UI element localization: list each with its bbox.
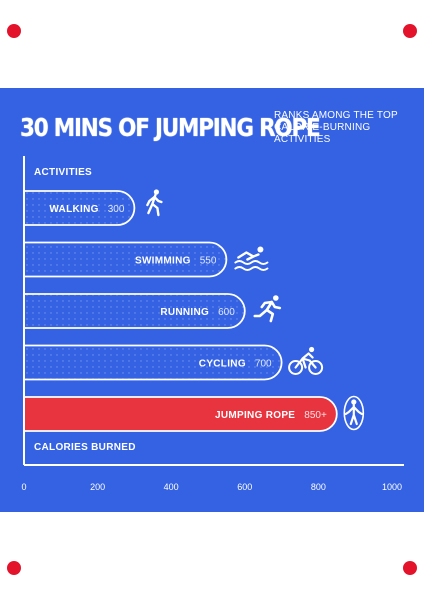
bar-value-label: 700 (255, 359, 272, 370)
x-tick-label: 200 (90, 482, 105, 492)
y-axis-label: ACTIVITIES (34, 167, 93, 178)
corner-dot-bottom-right (403, 561, 417, 575)
corner-dot-bottom-left (7, 561, 21, 575)
bar-chart: 300 WALKING 550 SWIMMING 600 RUNNING 700 CYCLIN… (21, 156, 404, 492)
bar-category-label: WALKING (49, 204, 98, 215)
chart-title: 30 MINS OF JUMPING ROPE (20, 113, 321, 142)
bar-texture-running (24, 294, 245, 328)
subtitle-line: CALORIE-BURNING (274, 122, 371, 133)
x-axis-label: CALORIES BURNED (34, 442, 136, 453)
subtitle-line: ACTIVITIES (274, 134, 331, 145)
x-tick-label: 0 (21, 482, 26, 492)
bar-texture-swimming (24, 242, 227, 277)
walking-icon (146, 189, 163, 217)
corner-dot-top-left (7, 24, 21, 38)
bar-value-label: 600 (218, 307, 235, 318)
cycling-icon (288, 346, 324, 375)
bar-category-label: RUNNING (160, 307, 209, 318)
x-tick-label: 1000 (382, 482, 402, 492)
subtitle-line: RANKS AMONG THE TOP (274, 110, 398, 121)
chart-subtitle: RANKS AMONG THE TOP CALORIE-BURNING ACTI… (274, 110, 424, 146)
infographic-panel: 30 MINS OF JUMPING ROPE RANKS AMONG THE … (0, 88, 424, 512)
x-tick-label: 400 (164, 482, 179, 492)
bar-value-label: 300 (108, 204, 125, 215)
bar-category-label: JUMPING ROPE (215, 410, 295, 421)
corner-dot-top-right (403, 24, 417, 38)
swimming-icon (234, 246, 269, 271)
bar-category-label: CYCLING (199, 359, 246, 370)
bar-value-label: 550 (200, 256, 217, 267)
x-tick-label: 600 (237, 482, 252, 492)
bar-texture-cycling (24, 345, 282, 380)
bar-texture-walking (24, 191, 135, 225)
x-tick-label: 800 (311, 482, 326, 492)
running-icon (253, 295, 282, 323)
bar-jumping-rope (23, 396, 338, 432)
jump-rope-icon (343, 395, 365, 431)
bar-category-label: SWIMMING (135, 256, 191, 267)
bar-value-label: 850+ (304, 410, 327, 421)
